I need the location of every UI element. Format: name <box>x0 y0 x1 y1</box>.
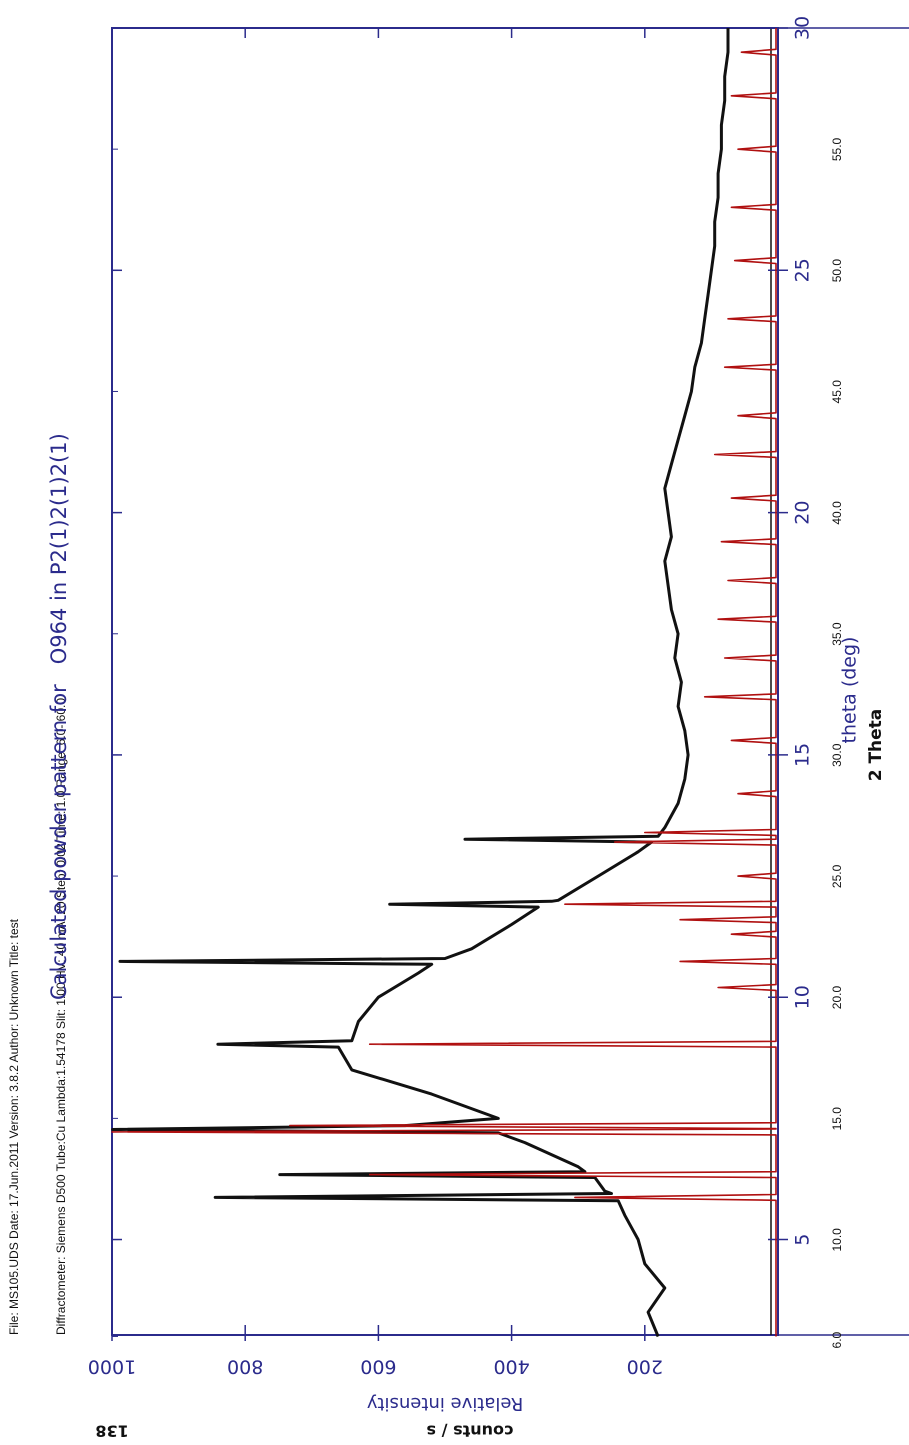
x-tick-label: 20 <box>792 501 814 525</box>
x2-axis-label: 2 Theta <box>866 709 886 782</box>
x2-tick-label: 6.0 <box>830 1331 844 1348</box>
x2-tick-label: 30.0 <box>830 743 844 767</box>
header-line: File: MS105.UDS Date: 17.Jun.2011 Versio… <box>7 918 21 1335</box>
x2-tick-label: 15.0 <box>830 1107 844 1131</box>
x2-tick-label: 20.0 <box>830 986 844 1010</box>
y-tick-label: 1000 <box>88 1356 136 1378</box>
x2-tick-label: 25.0 <box>830 864 844 888</box>
y-axis-label: Relative intensity <box>366 1393 523 1414</box>
data-line <box>111 28 730 1338</box>
x-tick-label: 25 <box>792 258 814 282</box>
header-line: Diffractometer: Siemens D500 Tube:Cu Lam… <box>54 698 68 1335</box>
chart-title: Calculated powder pattern for O964 in P2… <box>47 433 71 1000</box>
x2-tick-label: 35.0 <box>830 622 844 646</box>
x2-tick-label: 50.0 <box>830 259 844 283</box>
x-axis-label: theta (deg) <box>839 637 861 744</box>
x2-tick-label: 45.0 <box>830 380 844 404</box>
data-line <box>111 28 777 1337</box>
y-tick-label: 600 <box>360 1356 396 1378</box>
x2-tick-label: 10.0 <box>830 1228 844 1252</box>
x-tick-label: 15 <box>792 743 814 767</box>
y-tick-label: 400 <box>493 1356 529 1378</box>
x-tick-label: 10 <box>792 985 814 1009</box>
x-tick-label: 5 <box>792 1233 814 1245</box>
y2-axis-label: counts / s <box>427 1422 514 1441</box>
plot-frame <box>111 27 779 1336</box>
y-tick-label: 200 <box>627 1356 663 1378</box>
y2-value: 138 <box>95 1422 128 1441</box>
x2-tick-label: 55.0 <box>830 137 844 161</box>
x2-tick-label: 40.0 <box>830 501 844 525</box>
x-tick-label: 30 <box>792 16 814 40</box>
y-tick-label: 800 <box>227 1356 263 1378</box>
